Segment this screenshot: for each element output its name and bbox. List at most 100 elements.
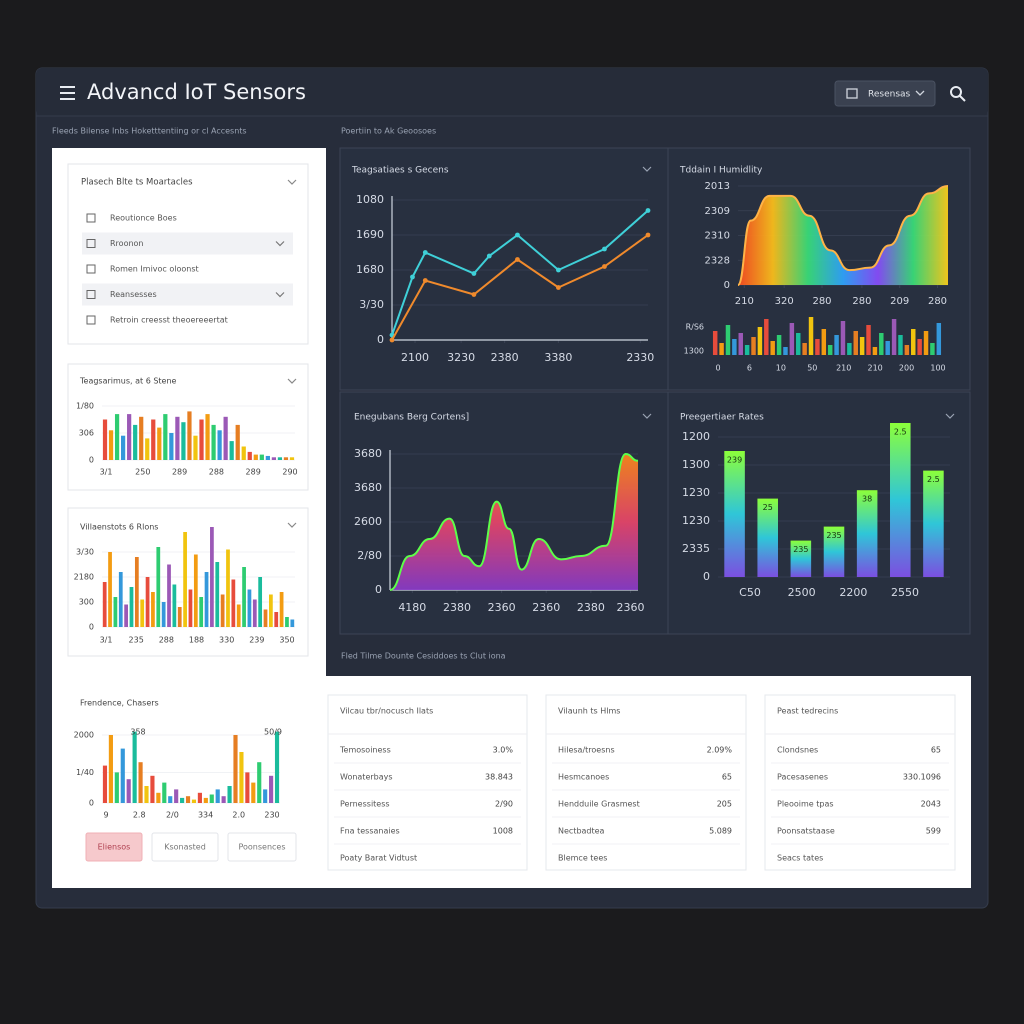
bar bbox=[821, 329, 827, 355]
bar bbox=[856, 490, 878, 577]
y-tick-label: 0 bbox=[703, 570, 710, 583]
table-cell: 38.843 bbox=[485, 773, 513, 782]
bar bbox=[859, 337, 865, 355]
bar bbox=[191, 799, 197, 803]
bar bbox=[770, 341, 775, 355]
x-tick-label: 230 bbox=[264, 811, 279, 820]
bar bbox=[223, 416, 228, 460]
bar bbox=[145, 577, 150, 627]
bar bbox=[174, 789, 179, 803]
button-bg bbox=[151, 832, 219, 862]
bar bbox=[209, 794, 214, 803]
bar bbox=[283, 457, 289, 460]
button[interactable]: Poonsences bbox=[227, 832, 297, 862]
bar bbox=[193, 554, 198, 627]
bar bbox=[847, 343, 852, 355]
filter-item[interactable]: Reansesses bbox=[82, 283, 293, 306]
bar bbox=[102, 419, 108, 460]
y-tick-label: 1300 bbox=[682, 458, 710, 471]
filter-item[interactable]: Romen Imivoc oloonst bbox=[86, 264, 199, 274]
chevron bbox=[275, 292, 285, 298]
filter-title: Plasech Blte ts Moartacles bbox=[81, 178, 193, 188]
line-point bbox=[471, 292, 477, 297]
bar bbox=[127, 414, 132, 460]
bar bbox=[930, 343, 935, 355]
filter-item[interactable]: Retroin creesst theoereeertat bbox=[86, 315, 228, 325]
bar bbox=[725, 325, 731, 355]
chart-title: Villaenstots 6 Rlons bbox=[80, 523, 158, 532]
x-tick-label: 50 bbox=[807, 364, 817, 373]
line-point bbox=[556, 267, 561, 273]
table-cell: 205 bbox=[717, 800, 732, 809]
bar bbox=[169, 433, 174, 460]
bar bbox=[120, 435, 126, 460]
bar bbox=[215, 562, 220, 627]
menu-button[interactable] bbox=[60, 86, 75, 100]
table-cell: Seacs tates bbox=[777, 854, 823, 863]
bar bbox=[719, 343, 724, 355]
bar bbox=[180, 797, 185, 803]
bar bbox=[172, 584, 177, 627]
x-tick-label: 280 bbox=[928, 296, 947, 307]
bar bbox=[241, 446, 246, 460]
bar bbox=[157, 427, 162, 460]
x-tick-label: 320 bbox=[775, 296, 794, 307]
dropdown-label: Resensas bbox=[868, 90, 911, 100]
button[interactable]: Eliensos bbox=[85, 832, 143, 862]
x-tick-label: 3/1 bbox=[100, 468, 113, 477]
x-tick-label: 10 bbox=[776, 364, 786, 373]
bar bbox=[205, 414, 210, 460]
table-cell: 330.1096 bbox=[903, 773, 941, 782]
table-cell: Pleooime tpas bbox=[777, 800, 834, 809]
search-button[interactable] bbox=[950, 86, 966, 102]
x-tick-label: 2100 bbox=[401, 351, 429, 364]
bar bbox=[126, 779, 131, 803]
table-cell: Fna tessanaies bbox=[340, 827, 400, 836]
bar bbox=[188, 589, 193, 627]
x-tick-label: 288 bbox=[209, 468, 224, 477]
bar bbox=[181, 422, 186, 460]
bar bbox=[252, 599, 257, 627]
filter-icon bbox=[86, 213, 96, 223]
bar-tag: 235 bbox=[826, 531, 841, 540]
y-tick-label: 0 bbox=[89, 623, 94, 632]
bar bbox=[211, 424, 216, 460]
bar bbox=[177, 607, 182, 627]
bar bbox=[199, 419, 204, 460]
x-tick-label: 235 bbox=[129, 636, 144, 645]
y-tick-label: 1230 bbox=[682, 514, 710, 527]
bar bbox=[732, 339, 737, 355]
button-bg bbox=[85, 832, 143, 862]
y-tick-label: 1680 bbox=[356, 263, 384, 276]
bar bbox=[247, 451, 252, 460]
y-tick-label: R/S6 bbox=[686, 323, 704, 332]
card-chevrons[interactable] bbox=[287, 166, 955, 528]
dropdown[interactable]: Resensas bbox=[834, 80, 936, 107]
bar bbox=[140, 599, 145, 627]
bar bbox=[271, 457, 277, 460]
x-tick-label: 3380 bbox=[544, 351, 572, 364]
caption: Poertiin to Ak Geoosoes bbox=[341, 127, 436, 136]
x-tick-label: 210 bbox=[735, 296, 754, 307]
bar bbox=[290, 619, 295, 627]
chart-card bbox=[339, 147, 669, 391]
x-tick-label: 280 bbox=[812, 296, 831, 307]
x-tick-label: 2330 bbox=[626, 351, 654, 364]
line-point bbox=[486, 253, 492, 259]
chart-title: Enegubans Berg Cortens] bbox=[354, 413, 469, 423]
bar bbox=[268, 594, 273, 627]
line-point bbox=[422, 278, 428, 283]
table-title: Vilcau tbr/nocusch Ilats bbox=[340, 707, 433, 716]
bar bbox=[253, 454, 258, 460]
bar bbox=[108, 735, 113, 803]
filter-item[interactable]: Rroonon bbox=[82, 232, 293, 255]
bar bbox=[802, 343, 807, 355]
filter-item[interactable]: Reoutionce Boes bbox=[86, 213, 177, 223]
line-point bbox=[602, 246, 607, 252]
bar bbox=[764, 319, 769, 355]
y-tick-label: 1690 bbox=[356, 228, 384, 241]
annotation: 358 bbox=[130, 728, 145, 737]
mini-chart-card bbox=[67, 507, 309, 657]
x-tick-label: 290 bbox=[282, 468, 297, 477]
button[interactable]: Ksonasted bbox=[151, 832, 219, 862]
